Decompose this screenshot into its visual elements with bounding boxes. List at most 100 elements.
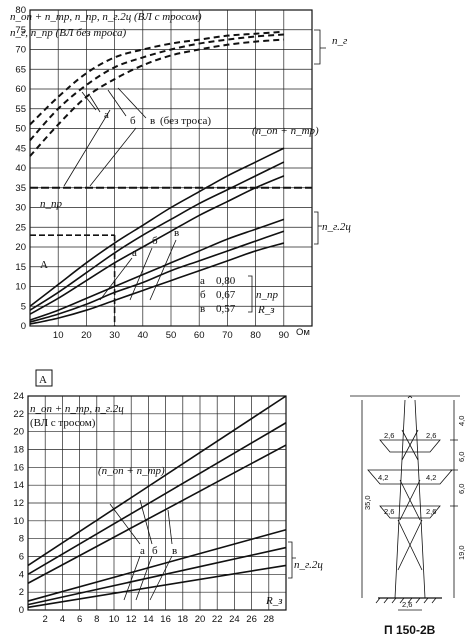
leader-line-5 bbox=[89, 127, 137, 187]
tower-arm-top-left: 2,6 bbox=[384, 431, 394, 440]
npr-row-b-letter: б bbox=[200, 289, 206, 301]
x-tick-label: 20 bbox=[195, 614, 206, 625]
x-tick-label: 18 bbox=[178, 614, 189, 625]
bottom-ng2c-brace bbox=[288, 541, 296, 579]
tower-arm-low-left: 2,6 bbox=[384, 507, 394, 516]
bottom-curve-letter-1: б bbox=[152, 545, 158, 557]
bottom-chart-legend-line-1: n_оп + n_тр, n_г.2ц bbox=[30, 403, 124, 415]
x-tick-label: 80 bbox=[250, 330, 261, 341]
leader-line-1 bbox=[89, 95, 101, 113]
y-tick-label: 22 bbox=[13, 409, 24, 420]
x-tick-label: 20 bbox=[81, 330, 92, 341]
top-chart-legend-line-1: n_оп + n_тр, n_пр, n_г.2ц (ВЛ с тросом) bbox=[10, 11, 202, 23]
bottom-curve-letter-0: а bbox=[140, 545, 145, 557]
x-tick-label: 50 bbox=[166, 330, 177, 341]
npr-row-c-value: 0,57 bbox=[216, 303, 236, 315]
tower-base-width: 2,6 bbox=[402, 600, 412, 609]
y-tick-label: 0 bbox=[19, 605, 24, 616]
x-tick-label: 10 bbox=[53, 330, 64, 341]
tower-arm-mid bbox=[367, 469, 453, 485]
series-nop_ntr-б bbox=[27, 422, 287, 576]
series-ng2c-б bbox=[27, 546, 287, 606]
bottom-chart: А 2 4 6 8 10 12 14 16 18 20 22 24 26 2802468101214161… bbox=[13, 369, 323, 625]
tower-arm-top-right: 2,6 bbox=[426, 431, 436, 440]
leader-line-8 bbox=[149, 239, 177, 301]
y-tick-label: 45 bbox=[15, 143, 26, 154]
tower-dim-top: 4,0 bbox=[457, 416, 466, 426]
inset-label: А bbox=[39, 374, 47, 386]
series-nop_ntr-а bbox=[27, 395, 287, 567]
series-ng-б bbox=[29, 33, 284, 142]
y-tick-label: 60 bbox=[15, 84, 26, 95]
top-chart: 10 20 30 40 50 60 70 80 90 0 5 10 15 20 25 30 35 40 45 50 55… bbox=[10, 5, 351, 341]
y-tick-label: 40 bbox=[15, 163, 26, 174]
series-ng2c-в bbox=[29, 242, 285, 325]
y-tick-label: 75 bbox=[15, 25, 26, 36]
series-ng2c-а bbox=[29, 218, 285, 321]
npr-brace bbox=[248, 275, 253, 313]
curve-letter-ng-2: в bbox=[150, 115, 155, 127]
x-tick-label: 10 bbox=[109, 614, 120, 625]
tower-arm-low bbox=[379, 505, 441, 519]
top-chart-grid bbox=[29, 9, 313, 327]
tower-legs bbox=[394, 399, 426, 599]
y-tick-label: 55 bbox=[15, 104, 26, 115]
curve-letter-ng-0: а bbox=[104, 109, 109, 121]
x-tick-label: 8 bbox=[94, 614, 99, 625]
bottom-leader-4 bbox=[139, 499, 153, 545]
tower-title: П 150-2В bbox=[384, 623, 436, 637]
group-label-ng: n_г bbox=[332, 35, 348, 47]
bottom-group-label-nop-ntr: (n_оп + n_тр) bbox=[98, 465, 165, 477]
leader-line-0 bbox=[81, 91, 97, 111]
tower-dim-total: 35,0 bbox=[363, 495, 372, 510]
y-tick-label: 10 bbox=[15, 282, 26, 293]
x-tick-label: 40 bbox=[138, 330, 149, 341]
x-unit-label: Ом bbox=[296, 327, 310, 338]
series-ng2c-а bbox=[27, 528, 287, 602]
curve-letter-ng-1: б bbox=[130, 115, 136, 127]
bottom-group-label-ng2c: n_г.2ц bbox=[294, 559, 323, 571]
bottom-leader-2 bbox=[149, 555, 173, 601]
y-tick-label: 50 bbox=[15, 124, 26, 135]
x-tick-label: 6 bbox=[77, 614, 82, 625]
bottom-leader-0 bbox=[123, 555, 141, 601]
group-label-npr: n_пр bbox=[40, 198, 63, 210]
x-tick-label: 26 bbox=[246, 614, 257, 625]
y-tick-label: 0 bbox=[21, 321, 26, 332]
tower-drawing: 35,0 4,0 6,0 6,0 19,0 2,6 2,6 4,2 4,2 2,… bbox=[350, 395, 466, 637]
series-ng-а bbox=[29, 30, 284, 126]
inset-label-box bbox=[35, 369, 53, 387]
y-tick-label: 4 bbox=[19, 569, 24, 580]
series-nop_ntr-а bbox=[29, 147, 285, 307]
y-tick-label: 20 bbox=[15, 242, 26, 253]
curve-letter-lower-2: в bbox=[174, 227, 179, 239]
leader-line-4 bbox=[63, 109, 111, 187]
y-tick-label: 15 bbox=[15, 262, 26, 273]
leader-line-7 bbox=[129, 247, 153, 301]
y-tick-label: 2 bbox=[19, 587, 24, 598]
y-tick-label: 80 bbox=[15, 5, 26, 16]
npr-row-c-letter: в bbox=[200, 303, 205, 315]
x-tick-label: 60 bbox=[194, 330, 205, 341]
tower-dim-mid1: 6,0 bbox=[457, 452, 466, 462]
leader-line-6 bbox=[99, 257, 133, 301]
tower-ground-hatch bbox=[375, 597, 437, 604]
y-tick-label: 6 bbox=[19, 552, 24, 563]
x-tick-label: 24 bbox=[229, 614, 240, 625]
bottom-chart-legend-line-2: (ВЛ с тросом) bbox=[30, 417, 96, 429]
top-chart-ticks: 10 20 30 40 50 60 70 80 90 0 5 10 15 20 25 30 35 40 45 50 55… bbox=[15, 5, 289, 341]
y-tick-label: 10 bbox=[13, 516, 24, 527]
x-tick-label: 14 bbox=[143, 614, 154, 625]
bottom-leader-1 bbox=[135, 555, 153, 601]
y-tick-label: 25 bbox=[15, 222, 26, 233]
x-tick-label: 70 bbox=[222, 330, 233, 341]
bottom-leader-5 bbox=[167, 509, 173, 545]
x-tick-label: 28 bbox=[264, 614, 275, 625]
ng2c-brace bbox=[314, 211, 322, 245]
npr-table-label: n_пр bbox=[256, 289, 279, 301]
npr-row-b-value: 0,67 bbox=[216, 289, 236, 301]
tower-lattice bbox=[397, 429, 423, 571]
leader-line-2 bbox=[107, 89, 127, 117]
